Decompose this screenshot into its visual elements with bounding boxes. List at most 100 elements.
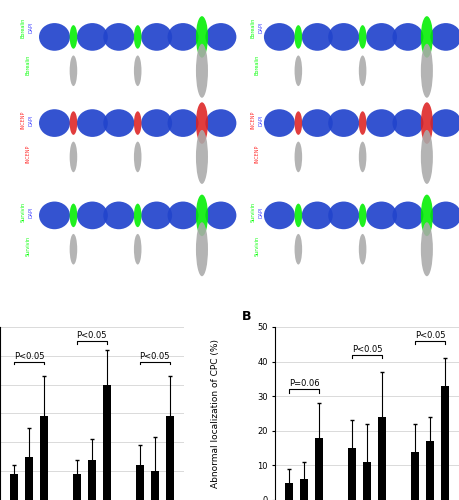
Ellipse shape [196, 44, 208, 98]
Ellipse shape [295, 112, 302, 135]
Text: c: c [243, 222, 248, 230]
Ellipse shape [366, 23, 397, 51]
Ellipse shape [134, 142, 141, 172]
Text: B: B [234, 3, 244, 16]
Text: INCENP: INCENP [21, 111, 26, 129]
Text: DAPI: DAPI [258, 206, 263, 218]
Text: P<0.05: P<0.05 [352, 344, 382, 354]
Text: EWS si: EWS si [416, 8, 437, 12]
Text: A: A [5, 3, 14, 16]
Ellipse shape [302, 109, 333, 137]
Ellipse shape [196, 194, 208, 236]
Text: Borealin: Borealin [21, 18, 26, 38]
Ellipse shape [70, 25, 77, 48]
Ellipse shape [295, 56, 302, 86]
Ellipse shape [421, 16, 433, 58]
Text: Borealin: Borealin [25, 54, 30, 74]
Text: INCENP: INCENP [255, 144, 260, 163]
Text: Cont si: Cont si [352, 8, 374, 12]
Ellipse shape [70, 112, 77, 135]
Ellipse shape [141, 109, 172, 137]
Text: b: b [14, 129, 20, 138]
Text: EWS/FLI1: EWS/FLI1 [187, 8, 217, 12]
Ellipse shape [141, 23, 172, 51]
Bar [285, 482, 293, 500]
Text: DAPI: DAPI [29, 206, 34, 218]
Bar [166, 416, 174, 500]
Bar [300, 479, 308, 500]
Ellipse shape [196, 16, 208, 58]
Text: Untransfected: Untransfected [276, 8, 321, 12]
Ellipse shape [196, 130, 208, 184]
Bar [135, 466, 144, 500]
Ellipse shape [77, 23, 108, 51]
Ellipse shape [70, 56, 77, 86]
Bar [426, 441, 434, 500]
Ellipse shape [431, 23, 459, 51]
Bar [348, 448, 356, 500]
Bar [151, 471, 159, 500]
Ellipse shape [134, 234, 141, 264]
Text: Survivin: Survivin [25, 236, 30, 256]
Ellipse shape [359, 25, 366, 48]
Ellipse shape [70, 204, 77, 227]
Text: DAPI: DAPI [258, 22, 263, 34]
Ellipse shape [392, 23, 424, 51]
Ellipse shape [295, 204, 302, 227]
Text: Survivin: Survivin [21, 202, 26, 222]
Ellipse shape [206, 23, 236, 51]
Bar [411, 452, 419, 500]
Ellipse shape [431, 109, 459, 137]
Ellipse shape [295, 234, 302, 264]
Y-axis label: Abnormal localization of CPC (%): Abnormal localization of CPC (%) [211, 339, 220, 488]
Ellipse shape [39, 202, 70, 229]
Ellipse shape [328, 23, 359, 51]
Ellipse shape [134, 204, 141, 227]
Ellipse shape [421, 102, 433, 144]
Ellipse shape [295, 142, 302, 172]
Text: Borealin: Borealin [255, 54, 260, 74]
Ellipse shape [141, 202, 172, 229]
Ellipse shape [359, 142, 366, 172]
Ellipse shape [70, 142, 77, 172]
Ellipse shape [264, 109, 295, 137]
Ellipse shape [206, 109, 236, 137]
Bar [73, 474, 81, 500]
Ellipse shape [359, 204, 366, 227]
Bar [88, 460, 96, 500]
Text: a: a [14, 43, 19, 52]
Ellipse shape [168, 202, 199, 229]
Ellipse shape [421, 130, 433, 184]
Ellipse shape [77, 202, 108, 229]
Text: Survivin: Survivin [250, 202, 255, 222]
Ellipse shape [70, 234, 77, 264]
Ellipse shape [431, 202, 459, 229]
Bar [378, 417, 386, 500]
Ellipse shape [168, 23, 199, 51]
Ellipse shape [39, 109, 70, 137]
Text: a: a [243, 43, 249, 52]
Ellipse shape [134, 112, 141, 135]
Ellipse shape [359, 56, 366, 86]
Text: Survivin: Survivin [255, 236, 260, 256]
Text: P<0.05: P<0.05 [140, 352, 170, 360]
Ellipse shape [103, 23, 134, 51]
Ellipse shape [264, 23, 295, 51]
Ellipse shape [359, 234, 366, 264]
Ellipse shape [366, 202, 397, 229]
Ellipse shape [77, 109, 108, 137]
Ellipse shape [134, 25, 141, 48]
Ellipse shape [103, 109, 134, 137]
Ellipse shape [196, 222, 208, 276]
Ellipse shape [168, 109, 199, 137]
Text: P<0.05: P<0.05 [77, 332, 107, 340]
Text: B: B [242, 310, 252, 322]
Ellipse shape [196, 102, 208, 144]
Text: P<0.05: P<0.05 [415, 330, 445, 340]
Text: INCENP: INCENP [25, 144, 30, 163]
Ellipse shape [264, 202, 295, 229]
Text: Untransfected: Untransfected [51, 8, 96, 12]
Bar [25, 456, 33, 500]
Ellipse shape [421, 222, 433, 276]
Bar [315, 438, 324, 500]
